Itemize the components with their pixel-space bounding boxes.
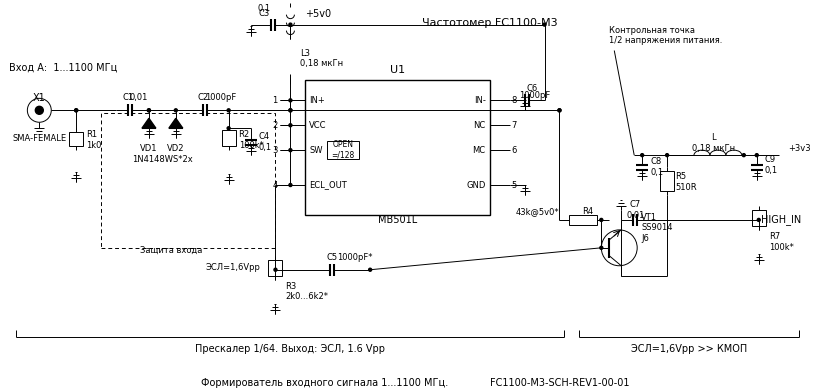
Text: +3v3: +3v3: [789, 144, 811, 152]
Text: NC: NC: [474, 121, 486, 130]
Circle shape: [558, 109, 561, 112]
Circle shape: [742, 154, 745, 157]
Text: C3: C3: [258, 9, 270, 18]
Circle shape: [757, 218, 760, 221]
Text: Частотомер FC1100-M3: Частотомер FC1100-M3: [422, 18, 558, 27]
Text: Вход А:  1...1100 МГц: Вход А: 1...1100 МГц: [10, 62, 118, 73]
Text: IN+: IN+: [309, 96, 325, 105]
Text: Контрольная точка
1/2 напряжения питания.: Контрольная точка 1/2 напряжения питания…: [609, 26, 722, 45]
Text: R2
100k*: R2 100k*: [239, 131, 263, 150]
Text: 1000pF: 1000pF: [205, 93, 236, 102]
Circle shape: [289, 109, 292, 112]
Bar: [752, 210, 766, 226]
Circle shape: [227, 127, 230, 130]
Text: IN-: IN-: [474, 96, 486, 105]
Polygon shape: [142, 118, 156, 128]
Text: X1: X1: [33, 93, 46, 103]
Circle shape: [640, 154, 644, 157]
Bar: [569, 215, 597, 225]
Text: ЭСЛ=1,6Vpp: ЭСЛ=1,6Vpp: [205, 263, 260, 272]
Text: MB501L: MB501L: [378, 215, 417, 225]
Text: 3: 3: [272, 146, 277, 155]
Circle shape: [74, 109, 78, 112]
Text: 5: 5: [511, 181, 517, 190]
Circle shape: [369, 268, 371, 271]
Circle shape: [147, 109, 151, 112]
Text: GND: GND: [466, 181, 486, 190]
Text: VD1: VD1: [140, 144, 158, 152]
Text: C1: C1: [123, 93, 133, 102]
Text: HIGH_IN: HIGH_IN: [761, 214, 801, 225]
Bar: [268, 260, 282, 276]
Text: 4: 4: [272, 181, 277, 190]
Text: R5
510R: R5 510R: [675, 172, 697, 192]
Text: 0,1: 0,1: [258, 4, 271, 13]
Text: VD2: VD2: [167, 144, 185, 152]
Bar: [660, 171, 674, 191]
Circle shape: [289, 183, 292, 187]
Polygon shape: [169, 118, 182, 128]
Text: C5: C5: [326, 253, 338, 262]
Text: FC1100-M3-SCH-REV1-00-01: FC1100-M3-SCH-REV1-00-01: [490, 378, 629, 388]
Text: MC: MC: [473, 146, 486, 155]
Text: ЭСЛ=1,6Vpp >> КМОП: ЭСЛ=1,6Vpp >> КМОП: [631, 345, 747, 354]
Text: R1
1k0: R1 1k0: [86, 131, 101, 150]
Text: R7
100k*: R7 100k*: [769, 232, 793, 252]
Text: R3
2k0...6k2*: R3 2k0...6k2*: [285, 282, 329, 301]
Circle shape: [543, 23, 546, 26]
Circle shape: [289, 149, 292, 152]
Text: C4
0,1: C4 0,1: [258, 132, 272, 152]
Circle shape: [289, 99, 292, 102]
Text: ECL_OUT: ECL_OUT: [309, 181, 347, 190]
Text: 1000pF: 1000pF: [519, 91, 551, 100]
Text: VCC: VCC: [309, 121, 327, 130]
Text: C7
0,01: C7 0,01: [626, 200, 645, 220]
Text: SW: SW: [309, 146, 323, 155]
Circle shape: [147, 109, 151, 112]
Circle shape: [289, 23, 292, 26]
Text: L3
0,18 мкГн: L3 0,18 мкГн: [300, 49, 344, 68]
Text: SMA-FEMALE: SMA-FEMALE: [12, 134, 66, 143]
Text: Формирователь входного сигнала 1...1100 МГц.: Формирователь входного сигнала 1...1100 …: [200, 378, 448, 388]
Text: C8
0,1: C8 0,1: [650, 158, 663, 177]
Text: +5v0: +5v0: [305, 9, 331, 19]
Text: 2: 2: [272, 121, 277, 130]
Text: 1000pF*: 1000pF*: [338, 253, 373, 262]
Bar: [222, 130, 236, 146]
Bar: [305, 80, 490, 215]
Circle shape: [227, 109, 230, 112]
Text: C2: C2: [197, 93, 209, 102]
Circle shape: [289, 124, 292, 127]
Text: 8: 8: [511, 96, 517, 105]
Text: C9
0,1: C9 0,1: [765, 155, 778, 175]
Text: OPEN
=/128: OPEN =/128: [331, 140, 355, 160]
Text: 6: 6: [511, 146, 517, 155]
Text: Защита входа: Защита входа: [140, 245, 202, 254]
Circle shape: [35, 106, 43, 114]
Circle shape: [274, 268, 277, 271]
Text: L
0,18 мкГн: L 0,18 мкГн: [692, 134, 735, 153]
Circle shape: [558, 109, 561, 112]
Circle shape: [289, 109, 292, 112]
Text: 43k@5v0*: 43k@5v0*: [516, 207, 560, 216]
Circle shape: [666, 154, 668, 157]
Circle shape: [755, 154, 758, 157]
Circle shape: [600, 218, 603, 221]
Bar: [70, 132, 83, 146]
Bar: [327, 141, 359, 159]
Circle shape: [174, 109, 178, 112]
Text: VT1
SS9014
J6: VT1 SS9014 J6: [641, 213, 672, 243]
Text: C6: C6: [527, 84, 537, 93]
Text: 1: 1: [272, 96, 277, 105]
Bar: [101, 113, 276, 248]
Circle shape: [74, 109, 78, 112]
Text: 7: 7: [511, 121, 517, 130]
Text: U1: U1: [390, 65, 405, 75]
Circle shape: [600, 246, 603, 249]
Text: 1N4148WS*2x: 1N4148WS*2x: [133, 154, 193, 163]
Text: 0,01: 0,01: [130, 93, 148, 102]
Text: Прескалер 1/64. Выход: ЭСЛ, 1.6 Vpp: Прескалер 1/64. Выход: ЭСЛ, 1.6 Vpp: [196, 345, 385, 354]
Text: R4: R4: [582, 207, 593, 216]
